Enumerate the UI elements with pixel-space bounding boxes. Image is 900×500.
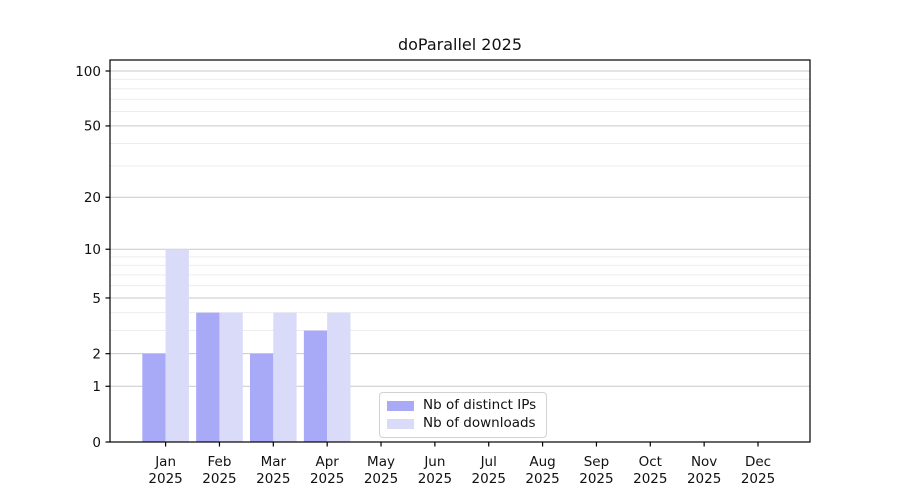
x-axis-tick-label-year: 2025 — [202, 471, 236, 487]
chart-title: doParallel 2025 — [397, 35, 523, 54]
y-axis-tick-label: 10 — [84, 242, 101, 258]
y-axis-tick-label: 2 — [92, 346, 101, 362]
bar-distinct-ips-apr — [303, 330, 328, 442]
x-axis-tick-label-month: May — [367, 454, 395, 470]
bar-downloads-apr — [327, 312, 351, 442]
x-axis-tick-label-year: 2025 — [472, 471, 506, 487]
y-axis-tick-label: 1 — [92, 379, 101, 395]
x-axis-tick-label-year: 2025 — [525, 471, 559, 487]
bar-downloads-mar — [273, 312, 297, 442]
x-axis-tick-label-month: Jul — [480, 454, 497, 470]
bar-distinct-ips-jan — [142, 353, 166, 442]
y-axis-tick-label: 0 — [92, 435, 101, 451]
plot-frame — [109, 59, 811, 443]
x-axis-tick-label-month: Oct — [639, 454, 662, 470]
x-axis-tick-label-year: 2025 — [579, 471, 613, 487]
x-axis-tick-label-year: 2025 — [364, 471, 398, 487]
x-axis-tick-label-year: 2025 — [418, 471, 452, 487]
x-axis-tick-label-month: Mar — [261, 454, 287, 470]
y-axis-tick-label: 50 — [84, 119, 101, 135]
x-axis-tick-label-year: 2025 — [741, 471, 775, 487]
legend-item-distinct-ips: Nb of distinct IPs — [387, 398, 537, 413]
x-axis-tick-label-month: Jan — [154, 454, 176, 470]
x-axis-tick-label-month: Apr — [315, 454, 339, 470]
legend: Nb of distinct IPs Nb of downloads — [379, 392, 547, 438]
x-axis-tick-label-month: Aug — [529, 454, 555, 470]
x-axis-tick-label-month: Feb — [208, 454, 232, 470]
x-axis-tick-label-year: 2025 — [256, 471, 290, 487]
x-axis-tick-label-year: 2025 — [687, 471, 721, 487]
x-axis-tick-label-month: Sep — [584, 454, 609, 470]
x-axis-tick-label-month: Dec — [745, 454, 771, 470]
y-axis-tick-label: 100 — [75, 64, 101, 80]
bar-downloads-feb — [219, 312, 243, 442]
y-axis-tick-label: 20 — [84, 190, 101, 206]
x-axis-tick-label-year: 2025 — [310, 471, 344, 487]
legend-item-downloads: Nb of downloads — [387, 416, 537, 431]
legend-swatch-distinct-ips — [387, 400, 414, 411]
x-axis-tick-label-month: Jun — [423, 454, 445, 470]
x-axis-tick-label-year: 2025 — [633, 471, 667, 487]
legend-label-downloads: Nb of downloads — [423, 415, 536, 431]
bar-downloads-jan — [165, 249, 189, 442]
bar-distinct-ips-mar — [250, 353, 274, 442]
legend-label-distinct-ips: Nb of distinct IPs — [423, 397, 537, 413]
bar-distinct-ips-feb — [196, 312, 220, 442]
y-axis-tick-label: 5 — [92, 291, 101, 307]
legend-swatch-downloads — [387, 418, 414, 429]
x-axis-tick-label-month: Nov — [691, 454, 717, 470]
x-axis-tick-label-year: 2025 — [148, 471, 182, 487]
